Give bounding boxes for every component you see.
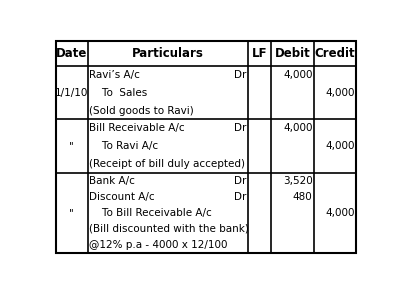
Text: Dr: Dr (234, 70, 247, 80)
Text: (Sold goods to Ravi): (Sold goods to Ravi) (89, 105, 194, 116)
Text: Discount A/c: Discount A/c (89, 192, 154, 202)
Text: Bill Receivable A/c: Bill Receivable A/c (89, 123, 184, 134)
Text: Dr: Dr (234, 192, 247, 202)
Text: 4,000: 4,000 (283, 123, 312, 134)
Text: Bank A/c: Bank A/c (89, 176, 135, 186)
Text: Date: Date (56, 47, 87, 60)
Text: Credit: Credit (315, 47, 356, 60)
Text: To Bill Receivable A/c: To Bill Receivable A/c (89, 208, 211, 218)
Text: ": " (69, 141, 74, 151)
Text: 4,000: 4,000 (283, 70, 312, 80)
Text: 480: 480 (293, 192, 312, 202)
Text: @12% p.a - 4000 x 12/100: @12% p.a - 4000 x 12/100 (89, 240, 227, 250)
Text: 4,000: 4,000 (325, 208, 354, 218)
Text: Dr: Dr (234, 123, 247, 134)
Text: 3,520: 3,520 (283, 176, 312, 186)
Text: Particulars: Particulars (132, 47, 204, 60)
Text: Debit: Debit (275, 47, 310, 60)
Text: 4,000: 4,000 (325, 88, 354, 98)
Text: LF: LF (251, 47, 267, 60)
Text: ": " (69, 208, 74, 218)
Text: To  Sales: To Sales (89, 88, 147, 98)
Text: (Receipt of bill duly accepted): (Receipt of bill duly accepted) (89, 159, 245, 169)
Text: (Bill discounted with the bank): (Bill discounted with the bank) (89, 224, 249, 234)
Text: 1/1/10: 1/1/10 (55, 88, 89, 98)
Text: Dr: Dr (234, 176, 247, 186)
Text: 4,000: 4,000 (325, 141, 354, 151)
Text: Ravi’s A/c: Ravi’s A/c (89, 70, 140, 80)
Text: To Ravi A/c: To Ravi A/c (89, 141, 158, 151)
